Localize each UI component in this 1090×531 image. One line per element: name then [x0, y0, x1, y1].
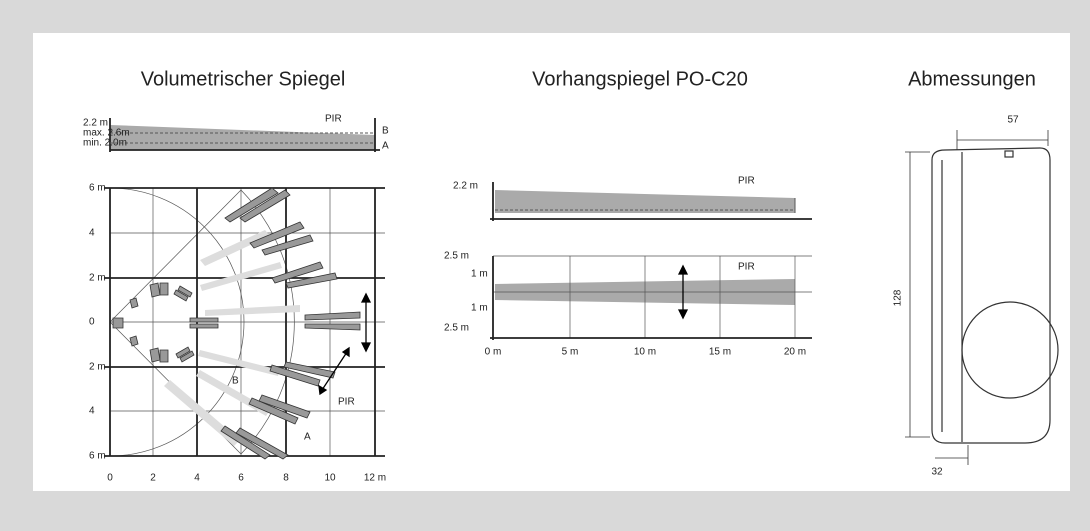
curtain-side-view [490, 182, 812, 221]
label: min. 2.0m [83, 138, 127, 149]
label: 2.2 m [453, 181, 478, 192]
axis-label: 12 m [364, 473, 386, 484]
axis-label: 2 m [89, 362, 106, 373]
axis-label: 1 m [471, 303, 488, 314]
label: B [382, 126, 389, 137]
title: Volumetrischer Spiegel [141, 68, 346, 90]
label: 2.2 m [83, 118, 108, 129]
label: PIR [738, 176, 755, 187]
device-drawing [905, 130, 1059, 465]
dimension-label: 32 [931, 467, 943, 478]
axis-label: 2.5 m [444, 323, 469, 334]
axis-label: 1 m [471, 269, 488, 280]
axis-label: 6 m [89, 183, 106, 194]
axis-label: 4 [89, 228, 95, 239]
axis-label: 10 [324, 473, 336, 484]
curtain-top-view [490, 255, 812, 340]
panel [33, 33, 1070, 491]
label: PIR [338, 397, 355, 408]
axis-label: 15 m [709, 347, 731, 358]
dimension-label: 128 [893, 289, 904, 306]
title: Vorhangspiegel PO-C20 [532, 68, 748, 90]
axis-label: 10 m [634, 347, 656, 358]
axis-label: 6 m [89, 451, 106, 462]
axis-label: 2.5 m [444, 251, 469, 262]
volumetric-side-view [109, 118, 380, 152]
axis-label: 5 m [562, 347, 579, 358]
volumetric-top-view [104, 187, 385, 460]
axis-label: 2 [150, 473, 156, 484]
axis-label: 0 [89, 317, 95, 328]
label: A [382, 141, 389, 152]
axis-label: 2 m [89, 273, 106, 284]
label: max. 2.6m [83, 128, 130, 139]
label: B [232, 376, 239, 387]
axis-label: 20 m [784, 347, 806, 358]
axis-label: 0 [107, 473, 113, 484]
axis-label: 4 [89, 406, 95, 417]
title: Abmessungen [908, 68, 1036, 90]
axis-label: 6 [238, 473, 244, 484]
label: A [304, 432, 311, 443]
axis-label: 8 [283, 473, 289, 484]
label: PIR [738, 262, 755, 273]
axis-label: 0 m [485, 347, 502, 358]
axis-label: 4 [194, 473, 200, 484]
dimension-label: 57 [1007, 115, 1019, 126]
label: PIR [325, 114, 342, 125]
